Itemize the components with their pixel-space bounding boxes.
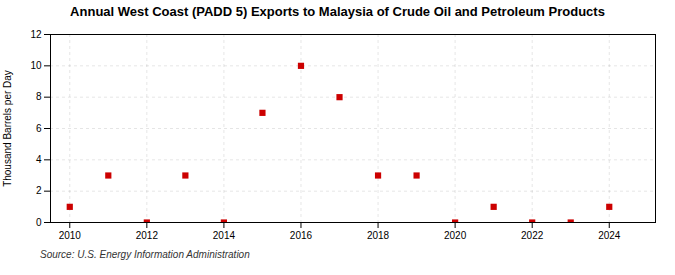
svg-text:6: 6	[36, 123, 42, 134]
svg-text:2022: 2022	[521, 230, 544, 241]
svg-text:4: 4	[36, 154, 42, 165]
svg-text:2014: 2014	[213, 230, 236, 241]
html-text:Source: U.S. Energy Informatio: Source: U.S. Energy Information Administ…	[40, 249, 250, 260]
html-text:Annual West Coast (PADD 5) Exp: Annual West Coast (PADD 5) Exports to Ma…	[70, 4, 605, 19]
svg-text:2: 2	[36, 185, 42, 196]
svg-text:2010: 2010	[59, 230, 82, 241]
svg-text:2018: 2018	[367, 230, 390, 241]
svg-text:2016: 2016	[290, 230, 313, 241]
svg-text:12: 12	[30, 29, 42, 40]
svg-text:2012: 2012	[136, 230, 159, 241]
svg-text:2020: 2020	[444, 230, 467, 241]
svg-text:Thousand Barrels per Day: Thousand Barrels per Day	[2, 70, 13, 187]
svg-text:2024: 2024	[598, 230, 621, 241]
svg-text:8: 8	[36, 91, 42, 102]
svg-text:10: 10	[30, 60, 42, 71]
svg-text:0: 0	[36, 217, 42, 228]
